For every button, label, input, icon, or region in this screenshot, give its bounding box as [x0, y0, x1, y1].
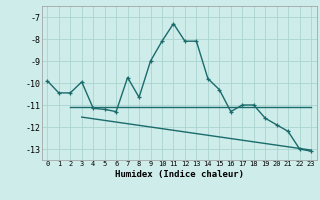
X-axis label: Humidex (Indice chaleur): Humidex (Indice chaleur) [115, 170, 244, 179]
